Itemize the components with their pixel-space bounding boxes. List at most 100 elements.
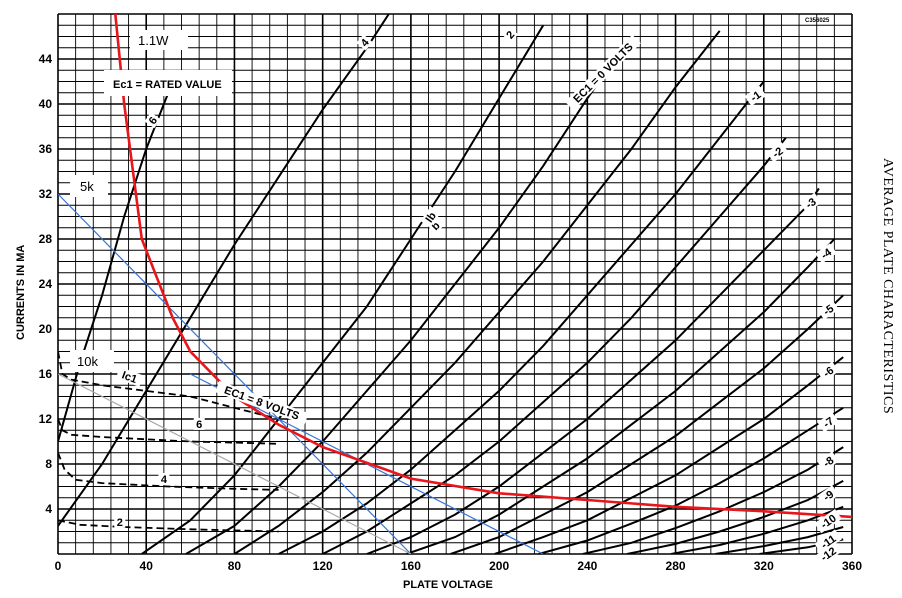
load-line-10k-label: 10k: [77, 354, 98, 369]
red-curve-label: 1.1W: [138, 33, 169, 48]
x-tick-label: 280: [666, 559, 686, 573]
curve-label-bg: [766, 142, 789, 163]
curve-label-group: 6: [193, 417, 205, 431]
red-curve-label-box: [130, 30, 188, 50]
curve-label-group: -6: [817, 361, 839, 382]
curve-label-group: -9: [817, 485, 839, 506]
screen-current-curve: [58, 519, 279, 533]
y-tick-label: 32: [39, 187, 53, 201]
plate-curve: [450, 294, 844, 554]
code-label: C356025: [805, 18, 830, 24]
curve-label-group: -5: [817, 299, 839, 320]
x-tick-label: 0: [55, 559, 62, 573]
y-tick-label: 44: [39, 52, 53, 66]
curve-label: EC1 = 0 VOLTS: [571, 41, 635, 105]
curve-label-group: 2: [114, 515, 126, 529]
curve-label-bg: [215, 380, 309, 425]
curve-label-group: EC1 = 0 VOLTS: [565, 34, 641, 111]
x-tick-label: 80: [228, 559, 242, 573]
x-tick-label: 200: [489, 559, 509, 573]
curve-label-bg: [814, 509, 842, 534]
curve-label-bg: [814, 541, 842, 566]
plate-curve: [278, 80, 765, 554]
curve-label-group: -7: [817, 412, 839, 433]
x-tick-label: 120: [313, 559, 333, 573]
load-line: [58, 373, 412, 554]
load-line-5k-label: 5k: [80, 179, 94, 194]
plate-curve: [366, 187, 820, 554]
curve-label-group: -1: [744, 85, 767, 107]
plate-curve: [406, 238, 836, 554]
screen-current-curve: [58, 452, 279, 491]
curve-label-bg: [501, 26, 519, 43]
max-dissipation-curve: [114, 14, 852, 519]
curve-label: 2: [117, 517, 123, 529]
y-tick-label: 20: [39, 322, 53, 336]
curve-label-group: -8: [817, 451, 839, 472]
y-tick-label: 36: [39, 142, 53, 156]
curve-label-bg: [114, 515, 126, 528]
plate-curve: [715, 526, 844, 554]
y-tick-label: 12: [39, 412, 53, 426]
red-curve-group: [114, 14, 852, 519]
curve-label-bg: [565, 34, 641, 111]
load-line-5k-label-box: [70, 175, 108, 197]
curve-label-bg: [814, 529, 842, 554]
curve-label-group: -2: [766, 142, 789, 163]
screen-current-curve: [58, 418, 279, 445]
y-tick-label: 8: [45, 457, 52, 471]
curve-label-bg: [817, 299, 839, 320]
side-title: AVERAGE PLATE CHARACTERISTICS: [880, 158, 895, 414]
curve-label-bg: [817, 361, 839, 382]
curve-label-bg: [115, 366, 144, 387]
screen-current-curve: [58, 351, 279, 420]
curve-label-bg: [193, 417, 205, 430]
curve-label-group: Ic1: [115, 366, 144, 387]
curve-label-bg: [420, 206, 441, 228]
x-tick-label: 40: [140, 559, 154, 573]
load-line: [58, 193, 412, 554]
note-text: Ec1 = RATED VALUE: [113, 79, 222, 91]
curve-label: Ic1: [120, 369, 138, 386]
plate-curve: [322, 137, 787, 554]
curve-label: 6: [147, 115, 160, 127]
plate-curves: [58, 14, 844, 554]
curve-label-group: 6: [144, 112, 161, 129]
note-box: [104, 70, 232, 96]
y-tick-label: 40: [39, 97, 53, 111]
curve-label-bg: [158, 473, 170, 485]
curve-label-bg: [817, 485, 839, 506]
x-tick-label: 160: [401, 559, 421, 573]
y-tick-label: 28: [39, 232, 53, 246]
curve-label-bg: [815, 243, 837, 264]
curve-label-bg: [799, 192, 822, 213]
plate-curve: [538, 406, 844, 554]
load-line-10k-label-box: [70, 350, 114, 372]
plate-curve: [141, 24, 545, 554]
curve-label-bg: [817, 451, 839, 472]
curve-label-bg: [817, 412, 839, 433]
plate-curve: [233, 30, 721, 554]
curve-label-group: -3: [799, 192, 822, 213]
x-axis-title: PLATE VOLTAGE: [403, 579, 493, 591]
y-tick-label: 16: [39, 367, 53, 381]
plate-curve: [494, 356, 844, 554]
plate-curve: [185, 35, 633, 554]
tick-labels: 0 40 80 120 160 200 240 280 320 36048121620242832…: [39, 52, 863, 573]
x-tick-label: 320: [754, 559, 774, 573]
curve-label-group: 2: [501, 26, 519, 43]
y-tick-label: 4: [45, 502, 52, 516]
y-axis-title: CURRENTS IN MA: [15, 245, 27, 340]
plate-curve: [626, 480, 844, 554]
curve-label-group: -4: [815, 243, 837, 264]
curve-label-bg: [356, 34, 373, 51]
curve-label-group: 4: [158, 473, 170, 486]
y-tick-label: 24: [39, 277, 53, 291]
x-tick-label: 360: [842, 559, 862, 573]
curve-label-bg: [744, 85, 767, 107]
curve-label: 6: [196, 419, 202, 431]
curve-label-bg: [144, 112, 161, 129]
plate-curve: [582, 446, 844, 554]
curve-label: 4: [161, 474, 168, 486]
